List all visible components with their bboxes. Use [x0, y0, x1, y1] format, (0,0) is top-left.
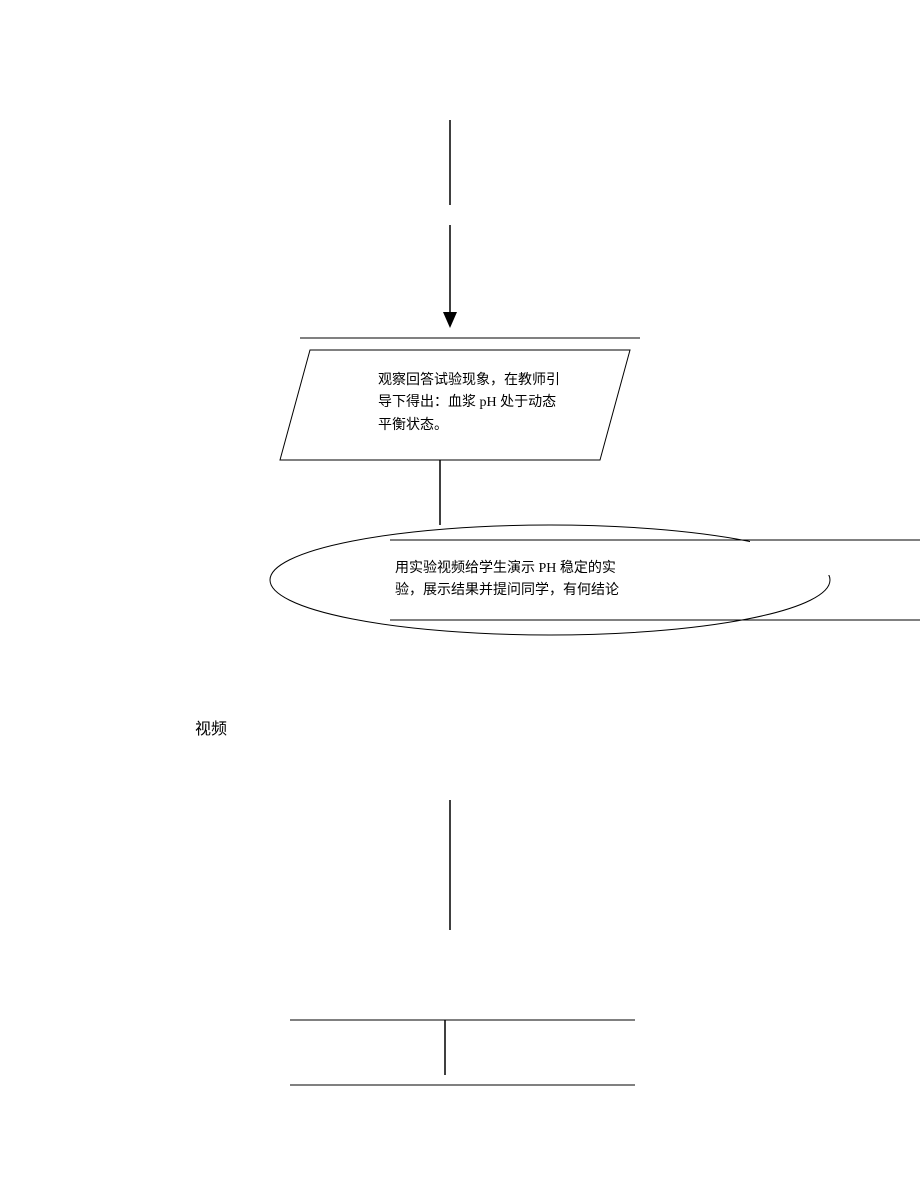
ellipse-text: 用实验视频给学生演示 PH 稳定的实 验，展示结果并提问同学，有何结论 — [395, 558, 715, 603]
down-arrow — [443, 225, 457, 328]
ell-line1: 用实验视频给学生演示 PH 稳定的实 — [395, 561, 616, 576]
para-line2: 导下得出：血浆 pH 处于动态 — [378, 395, 556, 410]
ell-line2: 验，展示结果并提问同学，有何结论 — [395, 583, 619, 598]
parallelogram-text: 观察回答试验现象，在教师引 导下得出：血浆 pH 处于动态 平衡状态。 — [378, 370, 618, 437]
para-line1: 观察回答试验现象，在教师引 — [378, 373, 560, 388]
para-line3: 平衡状态。 — [378, 418, 448, 433]
video-label: 视频 — [195, 715, 227, 739]
